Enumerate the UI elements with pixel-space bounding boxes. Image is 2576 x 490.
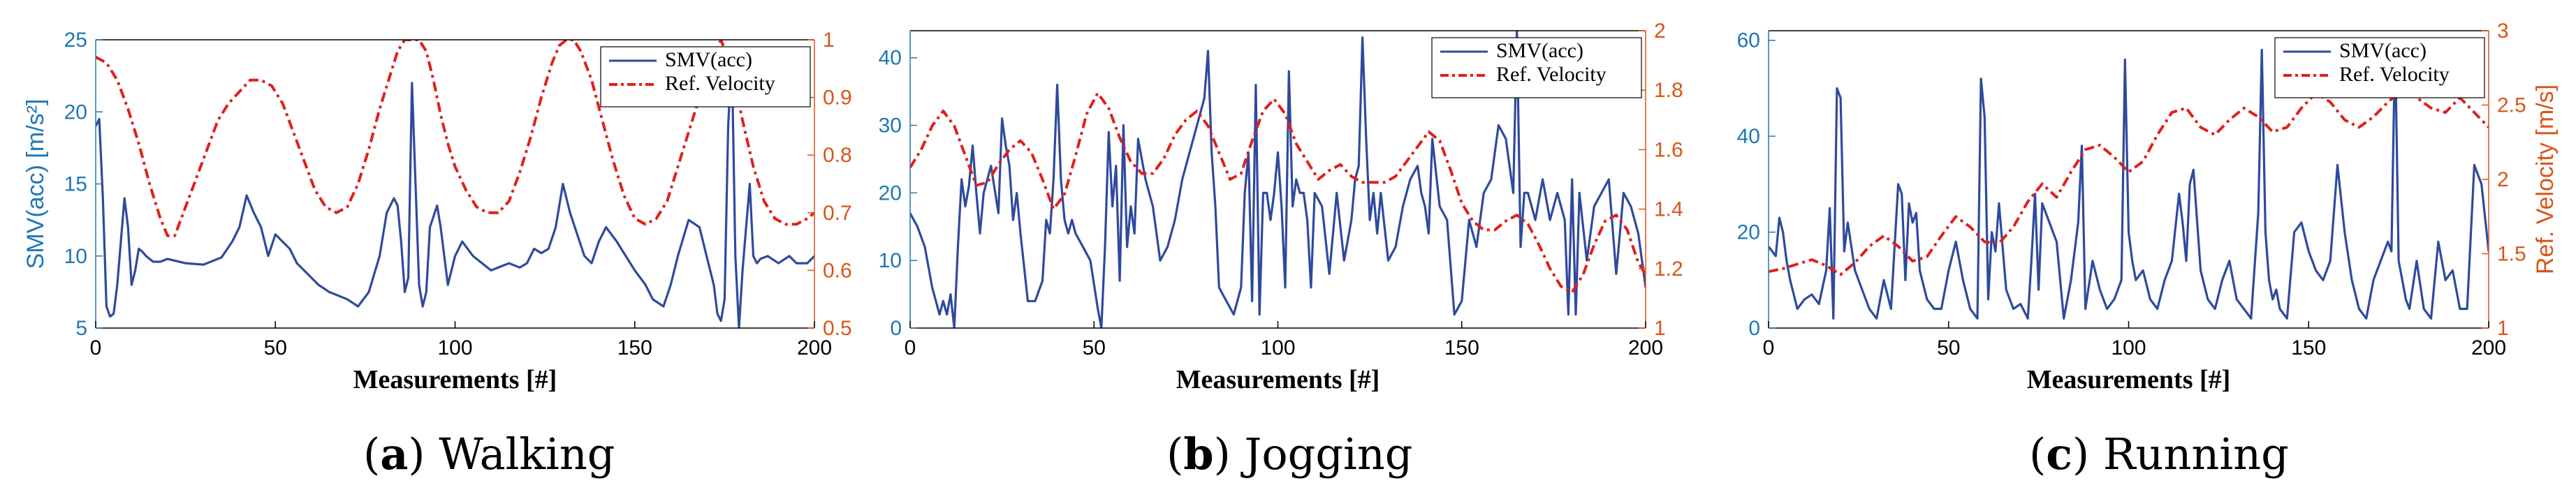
y-right-tick-label: 0.5 xyxy=(823,317,852,340)
caption-close-paren: ) xyxy=(1214,429,1245,480)
series-line-ref-velocity xyxy=(96,40,814,237)
caption-text: Walking xyxy=(439,429,615,480)
y-right-tick-label: 1.5 xyxy=(2497,243,2526,266)
series-line-smv-acc xyxy=(910,31,1646,328)
chart-panel-b: 0 50 100 150 200 0 10 20 30 40 1 1.2 1.4 1.6 1.8 2 Measu… xyxy=(879,20,1683,480)
y-left-tick-label: 25 xyxy=(64,29,87,52)
x-tick-label: 100 xyxy=(437,336,472,359)
caption-close-paren: ) xyxy=(408,429,439,480)
legend-box xyxy=(600,46,811,107)
chart-panel-c: 0 50 100 150 200 0 20 40 60 1 1.5 2 2.5 3 Measurements… xyxy=(1737,20,2559,480)
x-tick-label: 50 xyxy=(1083,336,1106,359)
caption-text: Running xyxy=(2103,429,2289,480)
x-tick-label: 50 xyxy=(264,336,287,359)
legend: SMV(acc)Ref. Velocity xyxy=(1431,37,1642,98)
panel-caption: (b) Jogging xyxy=(1166,429,1412,480)
x-tick-label: 0 xyxy=(905,336,916,359)
x-tick-label: 200 xyxy=(1628,336,1663,359)
y-left-tick-label: 20 xyxy=(879,181,902,205)
y-left-tick-label: 20 xyxy=(1737,221,1760,244)
y-left-tick-label: 40 xyxy=(879,47,902,70)
legend-box xyxy=(1431,37,1642,98)
y-right-tick-label: 0.9 xyxy=(823,87,852,110)
y-left-tick-label: 5 xyxy=(75,317,87,340)
x-tick-label: 100 xyxy=(2111,336,2146,359)
y-left-tick-label: 15 xyxy=(64,173,87,196)
legend-label: Ref. Velocity xyxy=(1496,63,1607,86)
caption-open-paren: ( xyxy=(2029,429,2046,480)
legend-label: SMV(acc) xyxy=(665,48,752,71)
caption-letter: a xyxy=(380,429,408,480)
x-tick-label: 50 xyxy=(1937,336,1960,359)
x-tick-label: 150 xyxy=(2291,336,2326,359)
legend-label: SMV(acc) xyxy=(1496,39,1583,62)
legend-label: Ref. Velocity xyxy=(665,72,775,95)
x-tick-label: 200 xyxy=(797,336,832,359)
x-tick-label: 0 xyxy=(1763,336,1775,359)
panel-caption: (c) Running xyxy=(2029,429,2289,480)
x-axis-label: Measurements [#] xyxy=(1176,365,1380,394)
y-right-tick-label: 0.8 xyxy=(823,144,852,167)
legend: SMV(acc)Ref. Velocity xyxy=(600,46,811,107)
y-left-tick-label: 0 xyxy=(1748,317,1760,340)
y-right-tick-label: 1.6 xyxy=(1654,138,1683,161)
x-tick-label: 0 xyxy=(90,336,102,359)
y-left-tick-label: 30 xyxy=(879,114,902,138)
x-tick-label: 150 xyxy=(617,336,652,359)
y-right-tick-label: 1 xyxy=(2497,317,2509,340)
caption-letter: c xyxy=(2046,429,2072,480)
series-line-ref-velocity xyxy=(1769,89,2489,276)
x-axis-label: Measurements [#] xyxy=(353,365,557,394)
x-axis-label: Measurements [#] xyxy=(2027,365,2231,394)
series-line-ref-velocity xyxy=(910,91,1646,294)
y-right-tick-label: 1 xyxy=(823,29,835,52)
x-tick-label: 150 xyxy=(1444,336,1479,359)
y-left-tick-label: 10 xyxy=(879,249,902,272)
y-axis-label-right: Ref. Velocity [m/s] xyxy=(2532,84,2559,274)
legend-label: SMV(acc) xyxy=(2339,39,2427,62)
y-right-tick-label: 1.8 xyxy=(1654,79,1683,102)
y-right-tick-label: 1 xyxy=(1654,317,1666,340)
y-right-tick-label: 3 xyxy=(2497,20,2509,43)
chart-panel-a: 0 50 100 150 200 5 10 15 20 25 0.5 0.6 0.7 0.8 0.9 1 Mea… xyxy=(22,29,852,480)
legend-label: Ref. Velocity xyxy=(2339,63,2450,86)
y-axis-label-left: SMV(acc) [m/s²] xyxy=(22,99,49,269)
y-left-tick-label: 40 xyxy=(1737,125,1760,148)
panel-caption: (a) Walking xyxy=(363,429,615,480)
caption-open-paren: ( xyxy=(363,429,380,480)
caption-letter: b xyxy=(1183,429,1213,480)
series-line-smv-acc xyxy=(96,53,814,328)
caption-close-paren: ) xyxy=(2072,429,2103,480)
y-left-tick-label: 20 xyxy=(64,101,87,124)
y-right-tick-label: 1.4 xyxy=(1654,198,1683,221)
y-right-tick-label: 0.6 xyxy=(823,259,852,282)
caption-open-paren: ( xyxy=(1166,429,1183,480)
y-right-tick-label: 1.2 xyxy=(1654,258,1683,281)
caption-text: Jogging xyxy=(1240,429,1412,480)
legend-box xyxy=(2274,37,2485,98)
x-tick-label: 100 xyxy=(1260,336,1295,359)
y-left-tick-label: 10 xyxy=(64,245,87,268)
x-tick-label: 200 xyxy=(2471,336,2506,359)
y-left-tick-label: 60 xyxy=(1737,29,1760,52)
legend: SMV(acc)Ref. Velocity xyxy=(2274,37,2485,98)
y-right-tick-label: 0.7 xyxy=(823,202,852,225)
series-line-smv-acc xyxy=(1769,39,2489,320)
y-left-tick-label: 0 xyxy=(890,317,902,340)
y-right-tick-label: 2 xyxy=(1654,20,1666,43)
y-right-tick-label: 2 xyxy=(2497,168,2509,191)
y-right-tick-label: 2.5 xyxy=(2497,94,2526,117)
